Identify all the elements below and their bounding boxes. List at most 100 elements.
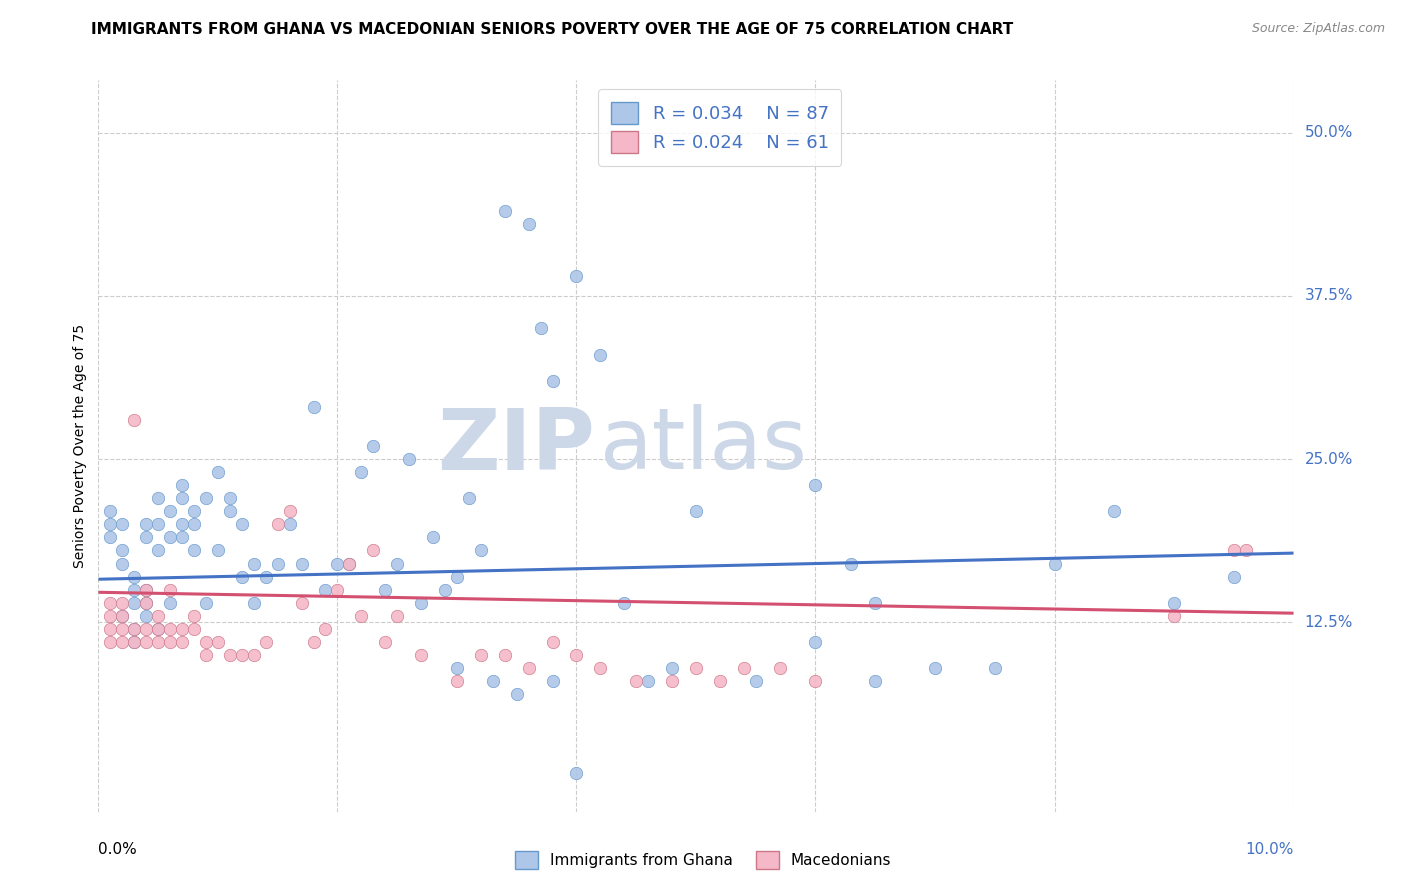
Point <box>124 569 146 583</box>
Point <box>350 608 373 623</box>
Point <box>124 596 146 610</box>
Point <box>326 557 349 571</box>
Point <box>1223 543 1246 558</box>
Point <box>98 608 122 623</box>
Point <box>172 491 194 506</box>
Point <box>517 661 540 675</box>
Point <box>385 557 409 571</box>
Point <box>111 557 134 571</box>
Point <box>219 491 242 506</box>
Point <box>446 674 468 689</box>
Point <box>267 517 290 532</box>
Point <box>159 582 181 597</box>
Point <box>183 504 205 518</box>
Point <box>626 674 648 689</box>
Point <box>1043 557 1066 571</box>
Point <box>98 504 122 518</box>
Point <box>172 478 194 492</box>
Point <box>159 530 181 544</box>
Point <box>183 608 205 623</box>
Point <box>267 557 290 571</box>
Point <box>148 491 170 506</box>
Point <box>541 674 564 689</box>
Text: 50.0%: 50.0% <box>1305 125 1353 140</box>
Point <box>159 635 181 649</box>
Point <box>541 374 564 388</box>
Point <box>98 530 122 544</box>
Point <box>470 543 492 558</box>
Point <box>291 557 314 571</box>
Point <box>148 622 170 636</box>
Point <box>111 596 134 610</box>
Y-axis label: Seniors Poverty Over the Age of 75: Seniors Poverty Over the Age of 75 <box>73 324 87 568</box>
Point <box>124 622 146 636</box>
Point <box>339 557 361 571</box>
Point <box>984 661 1007 675</box>
Point <box>865 674 887 689</box>
Point <box>841 557 863 571</box>
Point <box>231 648 253 662</box>
Point <box>1234 543 1257 558</box>
Point <box>124 413 146 427</box>
Point <box>172 622 194 636</box>
Point <box>685 504 707 518</box>
Point <box>565 269 588 284</box>
Point <box>506 687 529 701</box>
Point <box>231 569 253 583</box>
Point <box>135 530 157 544</box>
Point <box>494 648 516 662</box>
Point <box>446 569 468 583</box>
Point <box>530 321 553 335</box>
Point <box>363 543 385 558</box>
Point <box>661 674 683 689</box>
Point <box>183 622 205 636</box>
Point <box>769 661 792 675</box>
Point <box>326 582 349 597</box>
Point <box>541 635 564 649</box>
Point <box>219 504 242 518</box>
Point <box>661 661 683 675</box>
Point <box>124 635 146 649</box>
Point <box>135 635 157 649</box>
Point <box>709 674 731 689</box>
Point <box>207 543 229 558</box>
Point <box>172 635 194 649</box>
Point <box>363 439 385 453</box>
Point <box>565 648 588 662</box>
Point <box>745 674 768 689</box>
Point <box>446 661 468 675</box>
Point <box>207 635 229 649</box>
Point <box>865 596 887 610</box>
Point <box>434 582 457 597</box>
Point <box>517 217 540 231</box>
Point <box>804 478 827 492</box>
Point <box>315 622 337 636</box>
Point <box>207 465 229 479</box>
Point <box>685 661 707 675</box>
Point <box>148 608 170 623</box>
Point <box>637 674 659 689</box>
Point <box>159 504 181 518</box>
Point <box>135 596 157 610</box>
Point <box>111 543 134 558</box>
Point <box>422 530 444 544</box>
Text: atlas: atlas <box>600 404 808 488</box>
Text: 37.5%: 37.5% <box>1305 288 1353 303</box>
Point <box>172 517 194 532</box>
Point <box>339 557 361 571</box>
Point <box>195 596 218 610</box>
Point <box>254 635 277 649</box>
Point <box>219 648 242 662</box>
Point <box>613 596 636 610</box>
Point <box>470 648 492 662</box>
Point <box>111 608 134 623</box>
Text: 10.0%: 10.0% <box>1246 842 1294 857</box>
Point <box>243 557 266 571</box>
Point <box>183 517 205 532</box>
Point <box>243 596 266 610</box>
Point <box>804 674 827 689</box>
Point <box>124 635 146 649</box>
Legend: Immigrants from Ghana, Macedonians: Immigrants from Ghana, Macedonians <box>509 845 897 875</box>
Point <box>124 582 146 597</box>
Point <box>302 635 325 649</box>
